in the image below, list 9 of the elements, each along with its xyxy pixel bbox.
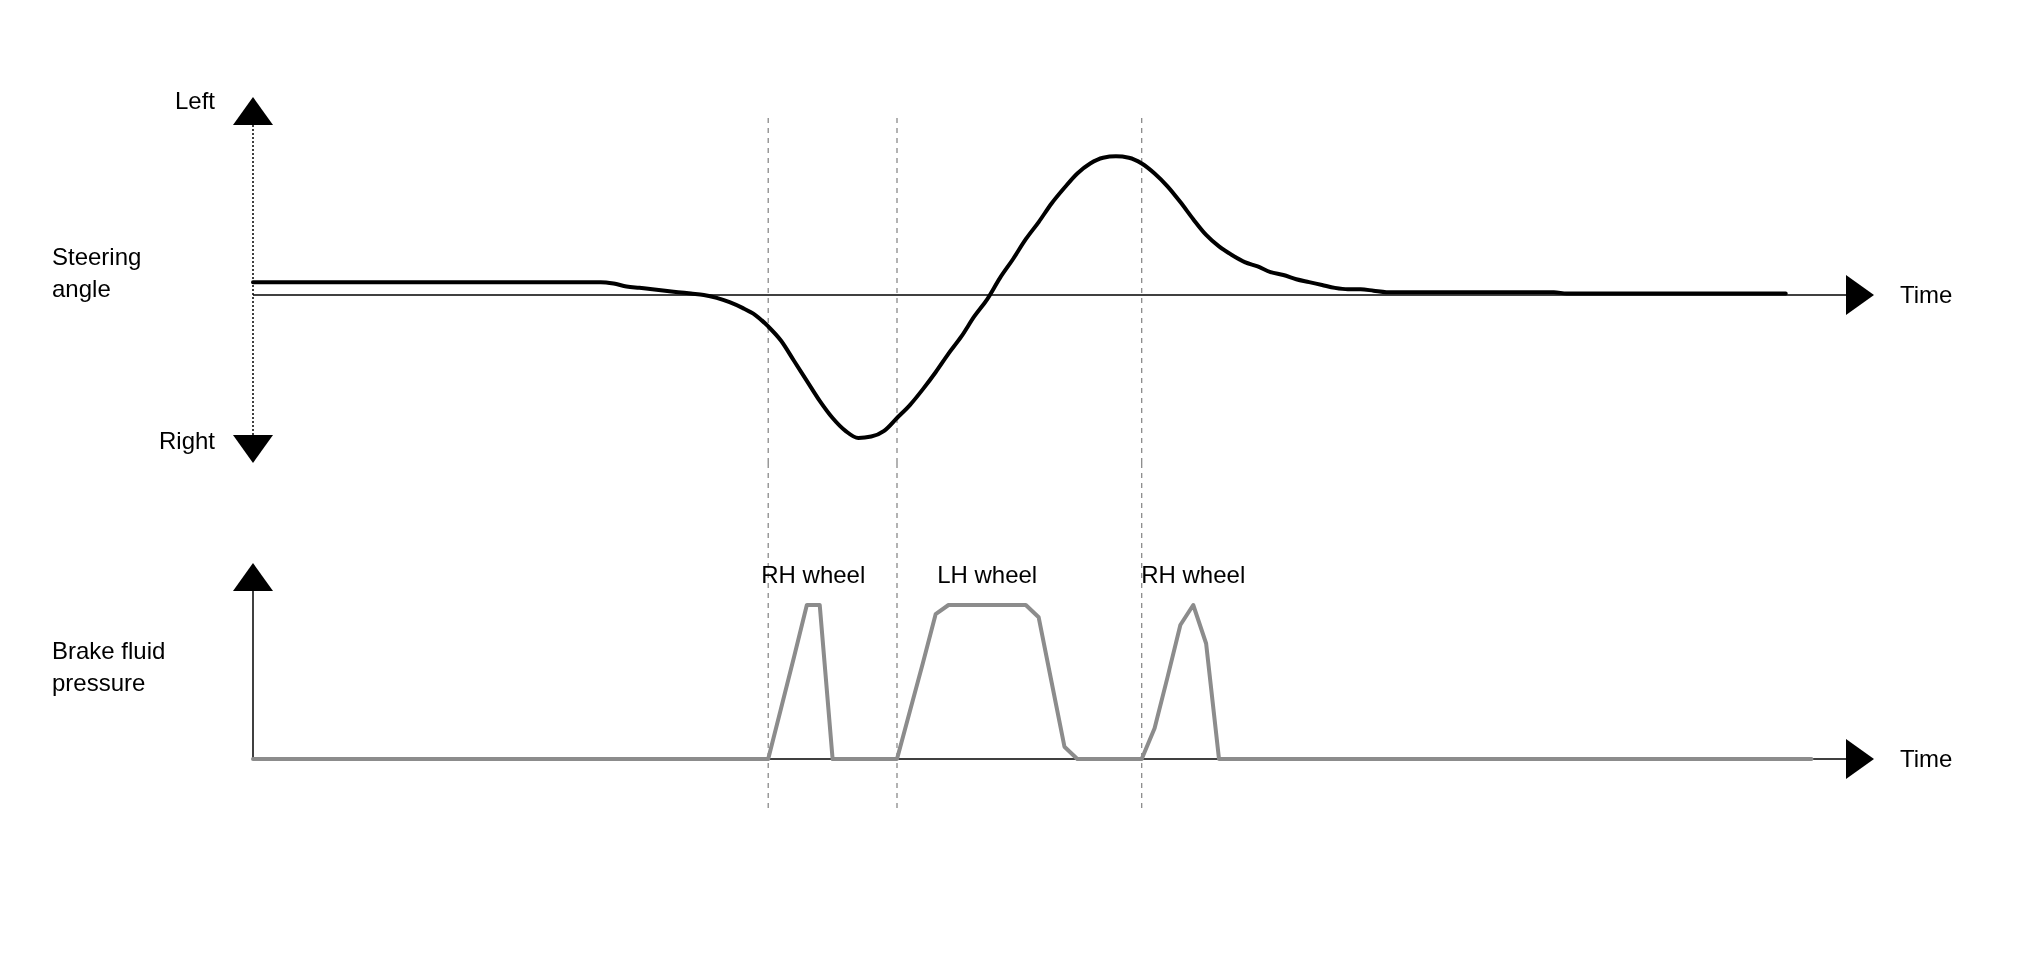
text: Right: [158, 427, 216, 454]
x-axis-title: Time: [1900, 745, 1953, 772]
text: RH wheel: [761, 561, 866, 588]
text: LH wheel: [937, 561, 1038, 588]
y-axis-title: Brake fluid pressure: [52, 637, 166, 696]
text: RH wheel: [1141, 561, 1246, 588]
y-axis-title: Steering angle: [52, 243, 142, 302]
x-axis-title: Time: [1900, 281, 1953, 308]
text: Left: [174, 87, 216, 114]
